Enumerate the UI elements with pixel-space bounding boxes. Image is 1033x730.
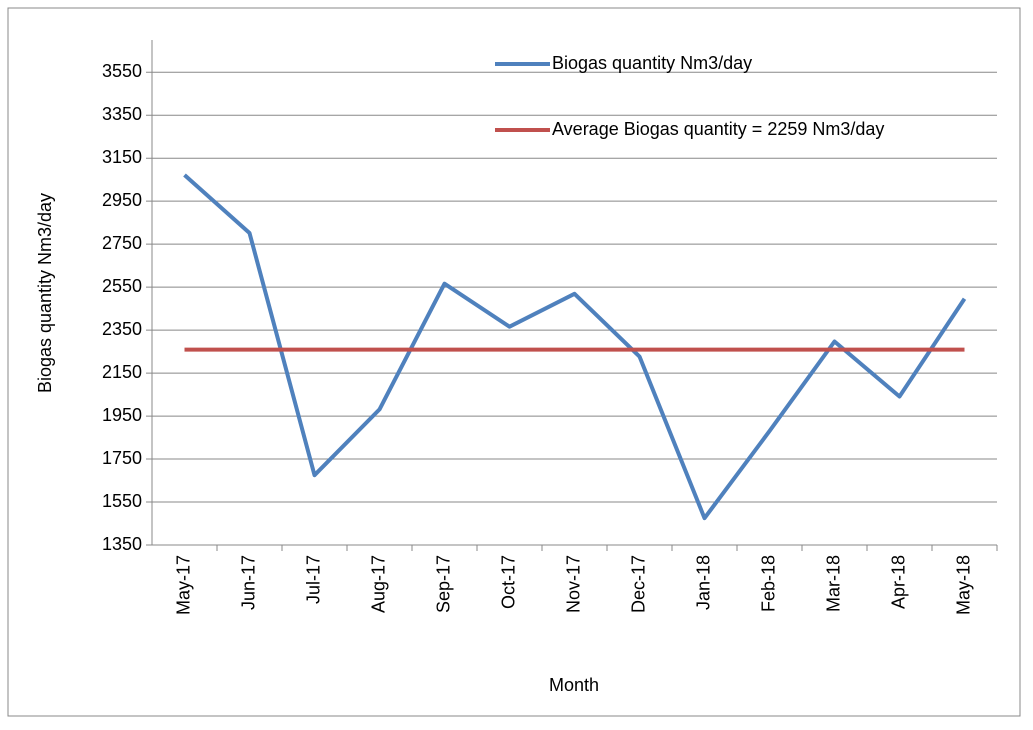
series-line [183,173,967,521]
x-tick-label: Jan-18 [693,555,713,610]
y-tick-label: 2950 [102,190,142,210]
y-tick-label: 2150 [102,362,142,382]
chart-frame [7,7,1021,717]
legend-label: Average Biogas quantity = 2259 Nm3/day [552,119,884,139]
y-tick-label: 1750 [102,448,142,468]
y-tick-label: 1350 [102,534,142,554]
x-tick-label: Dec-17 [628,555,648,613]
x-tick-label: Mar-18 [823,555,843,612]
x-tick-label: Oct-17 [498,555,518,609]
legend-label: Biogas quantity Nm3/day [552,53,752,73]
x-axis-title: Month [549,675,599,695]
y-tick-label: 3150 [102,147,142,167]
y-tick-label: 3350 [102,104,142,124]
y-tick-label: 3550 [102,61,142,81]
x-tick-label: Jul-17 [303,555,323,604]
x-tick-label: May-18 [953,555,973,615]
y-tick-label: 2750 [102,233,142,253]
x-tick-label: Jun-17 [238,555,258,610]
y-tick-label: 2350 [102,319,142,339]
y-axis-title: Biogas quantity Nm3/day [35,193,55,393]
y-tick-label: 2550 [102,276,142,296]
x-tick-label: Nov-17 [563,555,583,613]
y-tick-label: 1550 [102,491,142,511]
x-tick-label: Sep-17 [433,555,453,613]
x-tick-label: May-17 [173,555,193,615]
x-tick-label: Apr-18 [888,555,908,609]
x-tick-label: Feb-18 [758,555,778,612]
x-tick-label: Aug-17 [368,555,388,613]
y-tick-label: 1950 [102,405,142,425]
